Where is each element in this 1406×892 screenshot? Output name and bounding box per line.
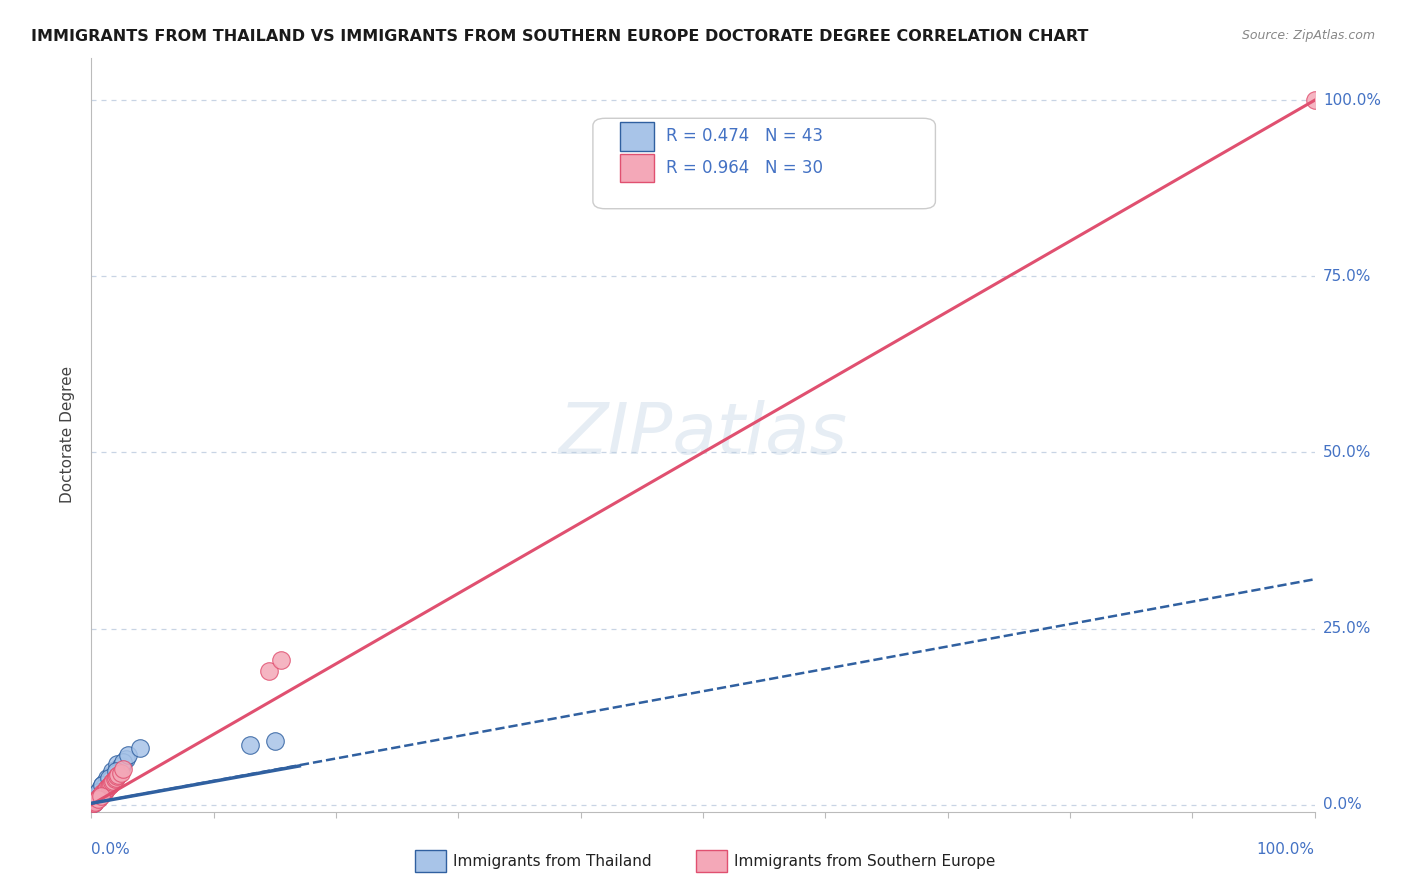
Point (90, 783, 112, 797)
Point (104, 771, 127, 785)
Text: 25.0%: 25.0% (1323, 621, 1371, 636)
Y-axis label: Doctorate Degree: Doctorate Degree (60, 367, 76, 503)
Point (98, 778, 121, 792)
Bar (620, 122, 654, 151)
Point (97, 771, 120, 785)
Point (94, 783, 117, 797)
Point (83, 796, 105, 810)
Point (94, 776, 117, 790)
Point (86, 792, 108, 806)
Point (94, 775, 117, 789)
Text: 75.0%: 75.0% (1323, 268, 1371, 284)
Point (82, 797, 104, 811)
Text: Immigrants from Southern Europe: Immigrants from Southern Europe (734, 855, 995, 869)
Point (84, 795, 107, 809)
Text: 100.0%: 100.0% (1257, 842, 1315, 857)
Point (264, 734, 287, 748)
Text: 100.0%: 100.0% (1323, 93, 1381, 108)
Point (103, 770, 125, 784)
Point (89, 789, 111, 804)
FancyBboxPatch shape (593, 119, 935, 209)
Point (270, 653, 292, 667)
Point (84, 789, 107, 804)
Point (103, 770, 125, 784)
Point (91, 786, 114, 800)
Point (94, 776, 117, 790)
Point (112, 756, 135, 770)
Point (104, 766, 127, 780)
Text: Source: ZipAtlas.com: Source: ZipAtlas.com (1241, 29, 1375, 42)
Point (84, 794, 107, 808)
Point (257, 664, 280, 678)
Point (104, 772, 127, 787)
Point (84, 790, 107, 805)
Point (90, 789, 112, 803)
Point (111, 759, 134, 773)
Text: 50.0%: 50.0% (1323, 445, 1371, 460)
Point (107, 768, 129, 782)
Point (110, 766, 132, 780)
Text: IMMIGRANTS FROM THAILAND VS IMMIGRANTS FROM SOUTHERN EUROPE DOCTORATE DEGREE COR: IMMIGRANTS FROM THAILAND VS IMMIGRANTS F… (31, 29, 1088, 44)
Text: 0.0%: 0.0% (1323, 797, 1361, 813)
Point (117, 748, 139, 763)
Bar (620, 153, 654, 182)
Point (84, 790, 107, 805)
Point (96, 780, 118, 795)
Point (96, 771, 118, 785)
Point (104, 766, 127, 780)
Point (87, 787, 110, 801)
Point (101, 764, 124, 778)
Point (89, 789, 111, 804)
Point (84, 793, 107, 807)
Point (91, 778, 114, 792)
Text: Immigrants from Thailand: Immigrants from Thailand (453, 855, 651, 869)
Point (87, 790, 110, 805)
Point (129, 741, 152, 756)
Point (105, 770, 128, 784)
Point (89, 782, 111, 797)
Point (100, 776, 122, 790)
Text: 0.0%: 0.0% (91, 842, 131, 857)
Point (110, 759, 132, 773)
Point (90, 788, 112, 802)
Point (239, 738, 262, 752)
Point (86, 787, 108, 801)
Point (97, 780, 120, 794)
Text: R = 0.964   N = 30: R = 0.964 N = 30 (666, 159, 824, 177)
Point (105, 756, 128, 771)
Point (98, 772, 121, 787)
Text: ZIPatlas: ZIPatlas (558, 401, 848, 469)
Point (100, 768, 122, 782)
Point (83, 796, 105, 810)
Point (87, 785, 110, 799)
Point (83, 792, 105, 806)
Point (114, 752, 136, 766)
Text: R = 0.474   N = 43: R = 0.474 N = 43 (666, 128, 824, 145)
Point (84, 794, 107, 808)
Point (1303, 93, 1326, 107)
Point (93, 780, 115, 794)
Point (108, 763, 131, 777)
Point (90, 783, 112, 797)
Point (103, 773, 125, 788)
Point (93, 780, 115, 794)
Point (94, 782, 117, 797)
Point (112, 763, 135, 777)
Point (93, 785, 115, 799)
Point (86, 791, 108, 805)
Point (104, 764, 127, 778)
Point (107, 761, 129, 775)
Point (91, 778, 114, 792)
Point (86, 785, 108, 799)
Point (101, 775, 124, 789)
Point (98, 772, 121, 787)
